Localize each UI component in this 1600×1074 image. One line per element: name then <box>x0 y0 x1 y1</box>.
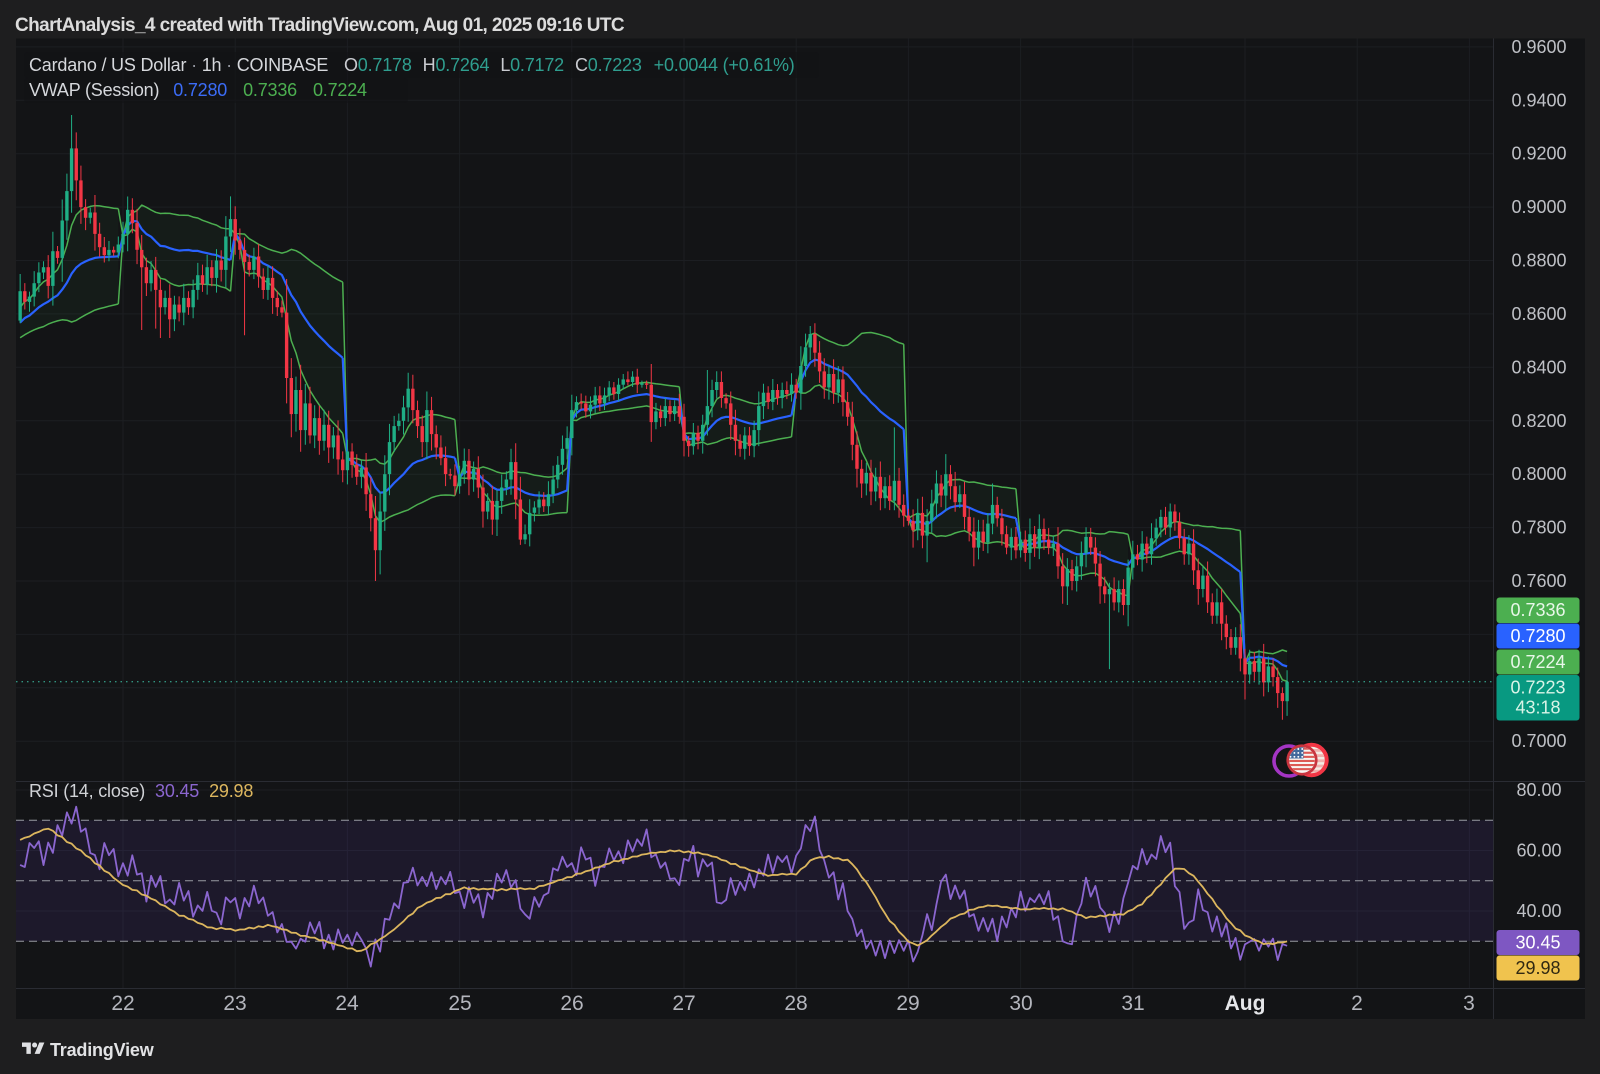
svg-text:40.00: 40.00 <box>1516 901 1561 921</box>
svg-text:0.7600: 0.7600 <box>1511 571 1566 591</box>
svg-text:0.7223: 0.7223 <box>1510 678 1565 698</box>
svg-text:TradingView: TradingView <box>50 1040 155 1060</box>
svg-text:3: 3 <box>1463 992 1475 1015</box>
svg-text:0.7000: 0.7000 <box>1511 731 1566 751</box>
svg-text:Cardano / US Dollar · 1h · COI: Cardano / US Dollar · 1h · COINBASE O0.7… <box>29 55 795 75</box>
svg-text:25: 25 <box>448 992 471 1015</box>
svg-text:0.9600: 0.9600 <box>1511 37 1566 57</box>
svg-text:24: 24 <box>335 992 359 1015</box>
svg-text:0.9000: 0.9000 <box>1511 197 1566 217</box>
svg-text:Aug: Aug <box>1225 992 1266 1015</box>
svg-text:0.8600: 0.8600 <box>1511 304 1566 324</box>
svg-text:22: 22 <box>111 992 134 1015</box>
svg-text:0.8400: 0.8400 <box>1511 357 1566 377</box>
svg-text:23: 23 <box>223 992 246 1015</box>
svg-text:30: 30 <box>1009 992 1032 1015</box>
svg-text:60.00: 60.00 <box>1516 841 1561 861</box>
svg-text:80.00: 80.00 <box>1516 780 1561 800</box>
svg-text:29: 29 <box>896 992 919 1015</box>
svg-text:0.9200: 0.9200 <box>1511 144 1566 164</box>
svg-text:0.7280: 0.7280 <box>1510 626 1565 646</box>
svg-text:31: 31 <box>1121 992 1144 1015</box>
svg-text:0.8000: 0.8000 <box>1511 464 1566 484</box>
svg-text:2: 2 <box>1351 992 1363 1015</box>
svg-text:0.7224: 0.7224 <box>1510 652 1565 672</box>
svg-text:26: 26 <box>560 992 583 1015</box>
svg-text:0.9400: 0.9400 <box>1511 90 1566 110</box>
svg-text:0.8200: 0.8200 <box>1511 411 1566 431</box>
svg-text:ChartAnalysis_4 created with T: ChartAnalysis_4 created with TradingView… <box>15 15 625 36</box>
svg-text:29.98: 29.98 <box>1515 958 1560 978</box>
svg-text:0.7800: 0.7800 <box>1511 518 1566 538</box>
svg-text:0.7336: 0.7336 <box>1510 600 1565 620</box>
svg-text:27: 27 <box>672 992 695 1015</box>
svg-text:43:18: 43:18 <box>1515 698 1560 718</box>
svg-text:0.8800: 0.8800 <box>1511 251 1566 271</box>
svg-text:28: 28 <box>784 992 807 1015</box>
svg-text:30.45: 30.45 <box>1515 933 1560 953</box>
